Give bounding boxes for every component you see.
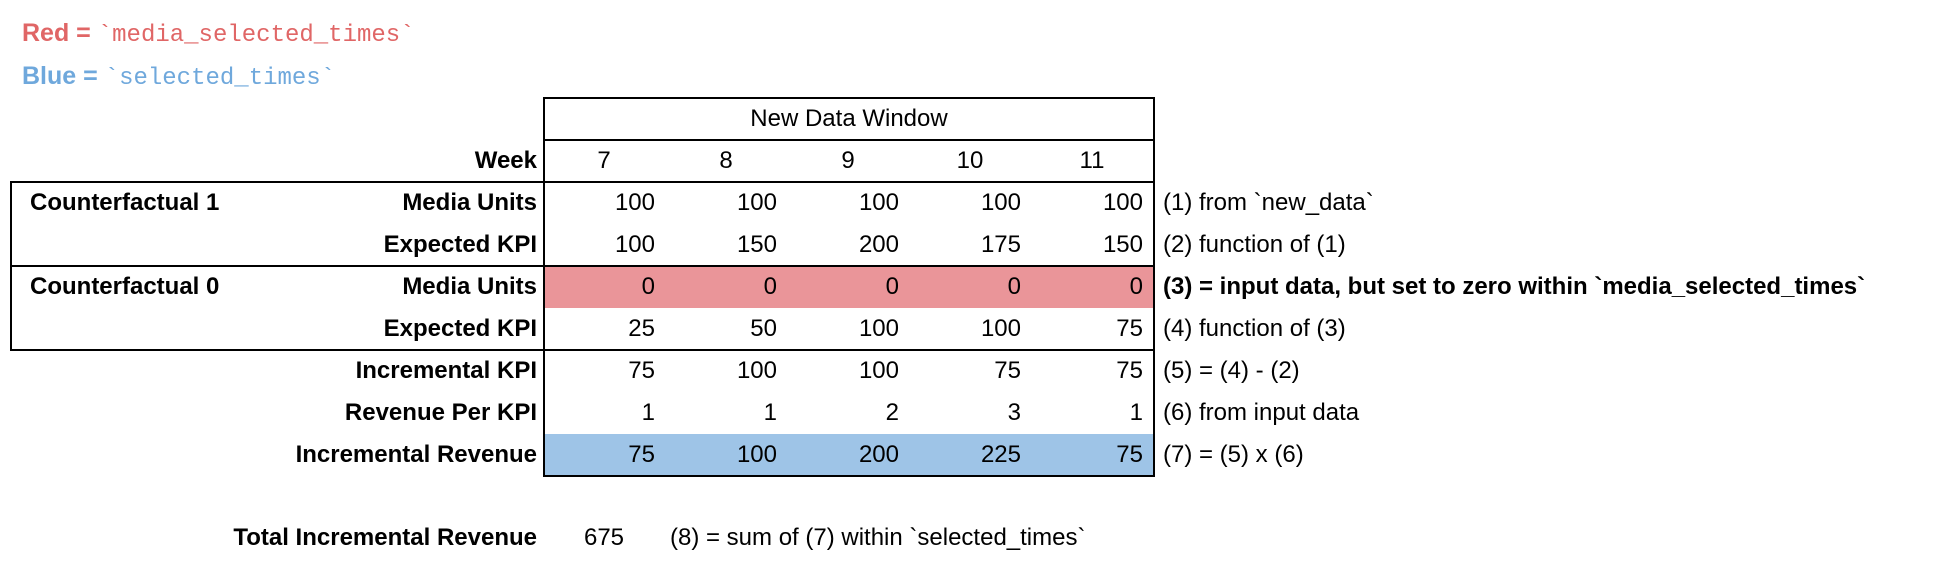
- value-cell: 75: [994, 357, 1021, 384]
- row-label: Expected KPI: [383, 231, 537, 258]
- row-annotation: (1) from `new_data`: [1163, 189, 1374, 216]
- value-cell: 100: [980, 189, 1021, 216]
- legend-blue-label: Blue =: [22, 62, 105, 90]
- total-annotation: (8) = sum of (7) within `selected_times`: [670, 524, 1086, 551]
- value-cell: 1: [763, 399, 777, 426]
- value-cell: 100: [858, 315, 899, 342]
- table-border-right: [1153, 97, 1155, 477]
- value-cell: 100: [736, 189, 777, 216]
- value-cell: 1: [641, 399, 655, 426]
- week-cell: 10: [956, 147, 984, 174]
- value-cell: 25: [628, 315, 655, 342]
- row-annotation: (5) = (4) - (2): [1163, 357, 1300, 384]
- row-annotation: (2) function of (1): [1163, 231, 1346, 258]
- value-cell: 3: [1007, 399, 1021, 426]
- table-border-left: [543, 97, 545, 477]
- value-cell: 75: [1116, 441, 1143, 468]
- value-cell: 100: [614, 189, 655, 216]
- value-cell: 0: [885, 273, 899, 300]
- legend-red-code: `media_selected_times`: [97, 22, 415, 49]
- total-incremental-revenue-value: 675: [583, 524, 625, 551]
- group-label-counterfactual-0: Counterfactual 0: [30, 273, 220, 300]
- value-cell: 75: [1116, 315, 1143, 342]
- table-border-cf1-top: [10, 181, 1155, 183]
- value-cell: 0: [641, 273, 655, 300]
- week-cell: 8: [719, 147, 733, 174]
- table-border-bottom: [543, 475, 1155, 477]
- value-cell: 200: [858, 441, 899, 468]
- row-label: Incremental KPI: [355, 357, 537, 384]
- row-label: Media Units: [402, 189, 537, 216]
- value-cell: 100: [736, 441, 777, 468]
- week-cell: 11: [1079, 147, 1105, 174]
- legend-red-line: Red = `media_selected_times`: [22, 17, 415, 49]
- row-label: Expected KPI: [383, 315, 537, 342]
- row-annotation: (6) from input data: [1163, 399, 1360, 426]
- value-cell: 0: [1007, 273, 1021, 300]
- value-cell: 1: [1129, 399, 1143, 426]
- group-label-counterfactual-1: Counterfactual 1: [30, 189, 220, 216]
- blue-highlight-selected-times: [545, 434, 1153, 476]
- value-cell: 175: [980, 231, 1021, 258]
- value-cell: 50: [750, 315, 777, 342]
- value-cell: 75: [1116, 357, 1143, 384]
- table-border-header-top: [543, 97, 1155, 99]
- value-cell: 200: [858, 231, 899, 258]
- value-cell: 2: [885, 399, 899, 426]
- week-cell: 7: [597, 147, 611, 174]
- row-annotation: (4) function of (3): [1163, 315, 1346, 342]
- row-label: Revenue Per KPI: [344, 399, 537, 426]
- table-border-cf-divider: [10, 265, 1155, 267]
- table-border-header-bottom: [543, 139, 1155, 141]
- row-annotation: (7) = (5) x (6): [1163, 441, 1304, 468]
- value-cell: 100: [736, 357, 777, 384]
- new-data-window-header: New Data Window: [750, 105, 948, 132]
- value-cell: 100: [858, 189, 899, 216]
- legend-red-label: Red =: [22, 19, 98, 47]
- value-cell: 100: [614, 231, 655, 258]
- value-cell: 100: [1102, 189, 1143, 216]
- legend-blue-code: `selected_times`: [104, 65, 336, 92]
- red-highlight-media-selected-times: [545, 267, 1153, 308]
- value-cell: 100: [980, 315, 1021, 342]
- week-row-label: Week: [474, 147, 537, 174]
- value-cell: 225: [980, 441, 1021, 468]
- value-cell: 100: [858, 357, 899, 384]
- value-cell: 150: [736, 231, 777, 258]
- legend-blue-line: Blue = `selected_times`: [22, 60, 335, 92]
- row-label: Media Units: [402, 273, 537, 300]
- label-box-border-left: [10, 181, 12, 351]
- value-cell: 75: [628, 357, 655, 384]
- row-label: Incremental Revenue: [295, 441, 537, 468]
- total-incremental-revenue-label: Total Incremental Revenue: [233, 524, 537, 551]
- value-cell: 0: [763, 273, 777, 300]
- week-cell: 9: [841, 147, 855, 174]
- value-cell: 150: [1102, 231, 1143, 258]
- value-cell: 75: [628, 441, 655, 468]
- value-cell: 0: [1129, 273, 1143, 300]
- table-border-cf0-bottom: [10, 349, 1155, 351]
- row-annotation: (3) = input data, but set to zero within…: [1163, 273, 1866, 300]
